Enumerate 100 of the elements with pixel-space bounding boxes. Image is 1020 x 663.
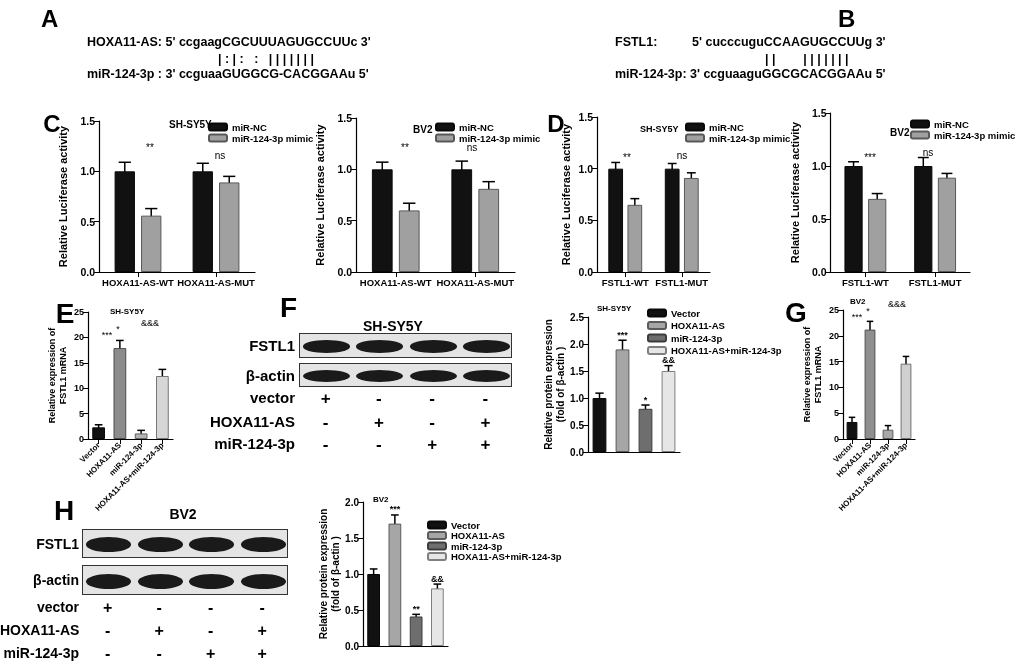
text: - <box>208 599 214 616</box>
legend-label: HOXA11-AS <box>671 320 725 331</box>
text: + <box>320 388 331 408</box>
text: BV2 <box>169 506 197 522</box>
data-label: *** <box>617 329 629 340</box>
legend-label: HOXA11-AS+miR-124-3p <box>671 345 782 356</box>
x-tick-label: HOXA11-AS-MUT <box>177 276 255 288</box>
text: β-actin <box>32 572 79 588</box>
text: - <box>105 645 111 662</box>
text: &&& <box>887 299 907 309</box>
legend-label: miR-124-3p mimic <box>459 132 541 144</box>
category-label: vector <box>36 599 79 615</box>
y-tick-label: 25 <box>828 305 839 315</box>
y-tick-label: 15 <box>73 357 84 368</box>
text: miR-124-3p : 3' ccguaaGUGGCG-CACGGAAu 5' <box>87 67 369 81</box>
legend-label: Vector <box>451 519 481 531</box>
y-tick-label: 1.0 <box>570 392 585 404</box>
y-axis-title: Relative Luciferase activity <box>788 121 801 264</box>
y-tick-label: 10 <box>73 383 84 394</box>
y-tick-label: 0.5 <box>811 213 827 225</box>
y-tick-label: 1.0 <box>80 165 96 178</box>
text: - <box>156 645 162 662</box>
annotation: ** <box>401 141 409 153</box>
text: + <box>103 599 113 616</box>
text: FSTL1: 5' cucccuguCCAAGUGCCUUg 3' <box>615 35 886 49</box>
text: - <box>429 388 435 408</box>
legend-label: HOXA11-AS+miR-124-3p <box>451 551 562 562</box>
y-tick-label: 1.5 <box>345 532 360 544</box>
text: + <box>373 412 384 432</box>
text: β-actin <box>244 366 295 384</box>
text: - <box>482 388 489 408</box>
y-tick-label: 0.5 <box>80 215 96 228</box>
annotation: &&& <box>140 318 160 328</box>
legend-label: miR-124-3p <box>451 540 503 552</box>
y-tick-label: 0.0 <box>578 266 594 278</box>
text: + <box>427 434 438 454</box>
y-tick-label: 25 <box>73 307 84 317</box>
text: H <box>54 495 75 526</box>
text: BV2 <box>413 123 433 135</box>
data-label: ** <box>412 603 421 614</box>
data-label: && <box>430 573 445 584</box>
category-label: vector <box>249 388 295 406</box>
y-tick-label: 2.0 <box>570 338 585 350</box>
data-label: * <box>643 394 648 405</box>
text: + <box>480 434 491 454</box>
annotation: * <box>866 306 871 316</box>
category-label: miR-124-3p <box>3 645 79 661</box>
legend-label: HOXA11-AS <box>451 530 505 541</box>
annotation: * <box>116 324 121 334</box>
y-tick-label: 15 <box>828 356 839 367</box>
text: + <box>206 645 216 662</box>
legend-label: miR-124-3p <box>671 332 723 344</box>
y-tick-label: 0.0 <box>345 640 360 652</box>
x-tick-label: FSTL1-WT <box>601 276 649 288</box>
legend-label: miR-124-3p mimic <box>934 129 1016 141</box>
annotation: ** <box>623 151 631 163</box>
y-axis-title: Relative expression of FSTL1 mRNA <box>46 326 68 424</box>
annotation: *** <box>851 312 863 322</box>
text: FSTL1 <box>35 535 79 552</box>
text: FSTL1 <box>248 337 295 354</box>
legend-label: miR-NC <box>934 118 969 130</box>
y-tick-label: 1.5 <box>578 111 594 123</box>
text: - <box>429 412 435 432</box>
y-tick-label: 1.5 <box>811 107 827 119</box>
text: E <box>55 297 75 329</box>
legend-label: miR-NC <box>232 121 267 133</box>
legend-label: miR-NC <box>459 121 494 133</box>
text: - <box>376 434 382 454</box>
text: F <box>280 292 298 323</box>
y-tick-label: 10 <box>828 382 839 393</box>
text: | : | : : | | | | | | | <box>218 52 315 66</box>
text: - <box>322 434 329 454</box>
legend-label: miR-NC <box>709 121 744 133</box>
y-axis-title: Relative expression of FSTL1 mRNA <box>801 325 823 423</box>
text: HOXA11-AS: 5' ccgaagCGCUUUAGUGCCUUc 3' <box>87 35 371 49</box>
text: + <box>480 412 491 432</box>
chart-subtitle: SH-SY5Y <box>597 303 632 313</box>
annotation: ns <box>214 149 226 161</box>
x-tick-label: HOXA11-AS-WT <box>359 276 432 288</box>
y-axis-title: Relative protein expression (fold of β-actin ) <box>542 319 566 450</box>
category-label: HOXA11-AS <box>0 622 80 638</box>
y-tick-label: 1.5 <box>570 365 585 377</box>
y-tick-label: 0.5 <box>578 214 594 227</box>
y-tick-label: 0.5 <box>570 419 585 431</box>
y-axis-title: Relative Luciferase activity <box>314 123 326 266</box>
chart-subtitle: BV2 <box>850 296 867 306</box>
text: + <box>257 645 267 662</box>
legend-label: miR-124-3p mimic <box>232 132 314 144</box>
legend-label: Vector <box>671 307 701 319</box>
annotation: *** <box>101 330 113 340</box>
text: A <box>41 5 59 32</box>
y-tick-label: 0.5 <box>337 214 353 227</box>
x-tick-label: HOXA11-AS-WT <box>102 276 175 288</box>
category-label: HOXA11-AS <box>209 412 295 430</box>
text: - <box>208 622 214 639</box>
y-tick-label: 0.0 <box>570 446 585 458</box>
annotation: ** <box>146 141 154 153</box>
text: SH-SY5Y <box>640 123 679 134</box>
text: + <box>154 622 164 639</box>
x-tick-label: HOXA11-AS-MUT <box>436 276 515 288</box>
